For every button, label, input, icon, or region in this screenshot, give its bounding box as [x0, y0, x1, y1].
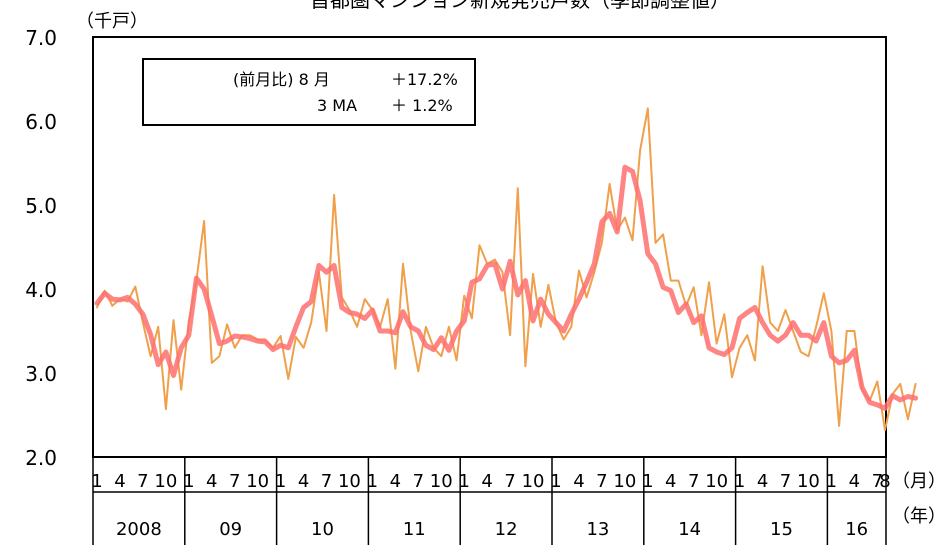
x-year-label: 13: [586, 519, 609, 540]
x-month-label: 10: [246, 471, 269, 492]
x-year-label: 09: [219, 519, 242, 540]
x-month-label: 10: [154, 471, 177, 492]
plot-area-frame: [92, 36, 887, 458]
y-tick-label: 6.0: [25, 110, 57, 134]
y-tick-labels: 2.0 3.0 4.0 5.0 6.0 7.0: [25, 26, 57, 470]
x-month-label: 4: [481, 471, 492, 492]
x-month-label: 10: [338, 471, 361, 492]
y-tick-label: 3.0: [25, 362, 57, 386]
x-month-label: 4: [757, 471, 768, 492]
x-month-label: 10: [613, 471, 636, 492]
annotation-box: (前月比) 8 月 ＋17.2% 3 MA ＋ 1.2%: [142, 58, 476, 126]
x-month-label: 7: [872, 471, 883, 492]
y-unit-label: （千戸）: [76, 11, 148, 32]
x-month-label: 7: [688, 471, 699, 492]
x-month-label: 1: [826, 471, 837, 492]
x-month-label: 4: [390, 471, 401, 492]
y-tick-label: 5.0: [25, 194, 57, 218]
x-month-label: 1: [91, 471, 102, 492]
month-unit-label: （月）: [892, 471, 946, 492]
x-month-label: 4: [849, 471, 860, 492]
x-month-label: 8: [879, 471, 890, 492]
x-month-label: 4: [665, 471, 676, 492]
x-month-label: 10: [705, 471, 728, 492]
x-month-label: 1: [367, 471, 378, 492]
x-month-label: 7: [596, 471, 607, 492]
x-month-label: 7: [413, 471, 424, 492]
series-line-monthly: [96, 107, 917, 432]
series-line-3ma: [94, 164, 919, 411]
x-month-label: 7: [137, 471, 148, 492]
x-month-label: 10: [797, 471, 820, 492]
x-year-label: 16: [845, 519, 868, 540]
x-month-label: 7: [229, 471, 240, 492]
x-axis-table: 2008 09 10 11 12 13 14 15 161 4 7 10 1 4 7 10 1 4 7 10 1 4 7 10…: [91, 457, 891, 545]
x-year-label: 14: [678, 519, 701, 540]
y-tick-label: 7.0: [25, 26, 57, 50]
x-year-label: 15: [770, 519, 793, 540]
x-year-label: 10: [311, 519, 334, 540]
annotation-line1-value: ＋17.2%: [391, 70, 458, 89]
x-year-label: 11: [403, 519, 426, 540]
y-tick-label: 4.0: [25, 278, 57, 302]
x-month-label: 1: [550, 471, 561, 492]
annotation-frame: [142, 58, 476, 126]
series-layer: [94, 107, 919, 432]
x-month-label: 7: [504, 471, 515, 492]
x-month-label: 4: [298, 471, 309, 492]
y-tick-label: 2.0: [25, 446, 57, 470]
year-unit-label: （年）: [892, 506, 946, 527]
x-month-label: 1: [642, 471, 653, 492]
x-year-label: 2008: [116, 519, 162, 540]
annotation-line2-value: ＋ 1.2%: [391, 96, 453, 115]
x-month-label: 10: [522, 471, 545, 492]
x-month-label: 1: [734, 471, 745, 492]
x-month-label: 7: [780, 471, 791, 492]
x-month-label: 4: [573, 471, 584, 492]
annotation-line1-label: (前月比) 8 月: [233, 70, 330, 89]
x-month-label: 7: [321, 471, 332, 492]
chart-title: 首都圏マンション新規発売戸数（季節調整値）: [310, 0, 730, 12]
x-month-label: 1: [458, 471, 469, 492]
x-month-label: 1: [183, 471, 194, 492]
x-month-label: 1: [275, 471, 286, 492]
annotation-line2-label: 3 MA: [317, 96, 357, 115]
x-year-label: 12: [495, 519, 518, 540]
x-month-label: 4: [206, 471, 217, 492]
x-month-label: 10: [430, 471, 453, 492]
x-month-label: 4: [114, 471, 125, 492]
